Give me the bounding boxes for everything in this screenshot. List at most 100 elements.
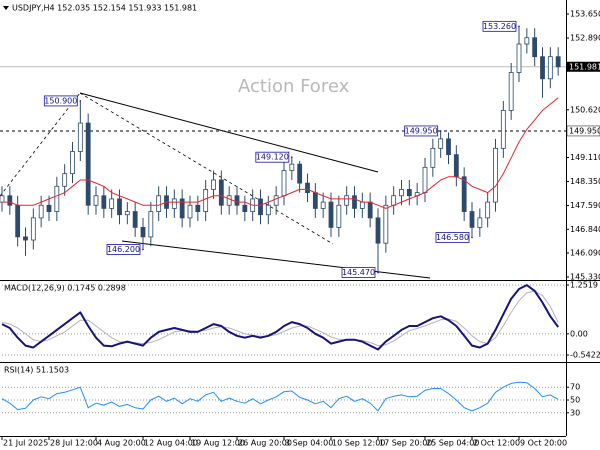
annotation-box	[404, 125, 439, 137]
candle-body	[524, 37, 530, 45]
candle-body	[273, 195, 279, 206]
candle-body	[148, 211, 154, 238]
macd-title: MACD(12,26,9) 0.1745 0.2898	[4, 284, 126, 293]
annotation-label: 149.950	[405, 126, 438, 135]
x-tick-label: 10 Sep 12:00	[332, 439, 385, 448]
candle-body	[508, 72, 514, 111]
level-label: 149.950	[569, 126, 600, 135]
candle-body	[101, 195, 107, 209]
candle-body	[532, 37, 538, 58]
candle-body	[30, 217, 36, 241]
y-tick-label: 1.2519	[570, 281, 598, 290]
y-tick-label: 152.890	[570, 34, 600, 43]
annotation-point	[291, 156, 293, 158]
annotation-label: 150.900	[44, 96, 77, 105]
x-tick-label: 2 Oct 12:00	[473, 439, 520, 448]
annotation-box	[435, 232, 470, 243]
candle-body	[140, 226, 146, 238]
candle-body	[391, 195, 397, 206]
candle-body	[555, 56, 561, 68]
annotation-box	[341, 267, 376, 278]
y-tick-label: 145.330	[570, 273, 600, 282]
candle-body	[375, 217, 381, 244]
candle-body	[485, 201, 491, 219]
candle-body	[477, 217, 483, 228]
candle-body	[328, 201, 334, 228]
candle-body	[132, 211, 138, 228]
candle-body	[281, 170, 287, 197]
candle-body	[461, 176, 467, 212]
menu-triangle	[3, 6, 9, 10]
candle-body	[383, 204, 389, 244]
x-tick-label: 9 Oct 20:00	[520, 439, 567, 448]
candle-body	[446, 138, 451, 156]
y-tick-label: 148.350	[570, 177, 600, 186]
annotation-point	[142, 248, 144, 251]
candle-body	[54, 185, 60, 212]
candle-body	[195, 204, 201, 212]
level-box	[566, 125, 600, 137]
candle-body	[336, 204, 342, 228]
annotation-point	[518, 25, 520, 28]
candle-body	[124, 211, 130, 216]
candle-body	[77, 122, 83, 152]
y-tick-label: -0.5422	[570, 351, 600, 360]
y-tick-label: 146.090	[570, 248, 600, 257]
candle-body	[156, 195, 162, 212]
candle-body	[179, 198, 185, 219]
y-tick-label: 0.00	[570, 329, 588, 338]
candle-body	[547, 56, 553, 80]
x-tick-label: 17 Sep 20:00	[379, 439, 432, 448]
candle-body	[211, 179, 216, 190]
trend-line	[121, 240, 431, 279]
y-tick-label: 153.650	[570, 10, 600, 19]
annotation-label: 153.260	[483, 22, 516, 31]
candle-body	[7, 195, 13, 206]
candle-body	[85, 122, 91, 206]
annotation-label: 146.200	[107, 245, 140, 254]
candle-body	[430, 147, 436, 168]
annotation-label: 149.120	[256, 153, 289, 162]
candle-body	[469, 211, 475, 228]
rsi-title: RSI(14) 51.1503	[4, 366, 69, 375]
candle-body	[226, 195, 232, 206]
candle-body	[46, 204, 52, 212]
y-tick-label: 147.590	[570, 201, 600, 210]
candle-body	[320, 201, 326, 209]
candle-body	[38, 204, 44, 219]
candle-body	[399, 189, 404, 197]
candle-body	[109, 198, 115, 209]
y-tick-label: 50	[570, 396, 580, 405]
annotation-box	[106, 244, 141, 255]
x-tick-label: 3 Sep 04:00	[285, 439, 333, 448]
candle-body	[203, 189, 209, 212]
candle-body	[367, 201, 373, 219]
candle-body	[422, 166, 428, 193]
annotation-point	[79, 100, 82, 102]
chart-title: USDJPY,H4 152.035 152.154 151.933 151.98…	[12, 4, 197, 13]
candle-body	[289, 163, 295, 171]
last-price-box	[567, 61, 600, 72]
candle-body	[312, 192, 318, 209]
watermark: Action Forex	[238, 76, 350, 97]
x-tick-label: 26 Aug 20:00	[238, 439, 292, 448]
candle-body	[540, 56, 545, 80]
trend-line	[79, 92, 334, 245]
x-tick-label: 21 Jul 2025	[3, 439, 48, 448]
annotation-box	[43, 95, 78, 107]
candle-body	[242, 204, 248, 212]
indicator-line	[1, 381, 559, 412]
last-price-label: 151.981	[569, 62, 600, 71]
annotation-point	[377, 271, 379, 274]
candle-body	[265, 204, 271, 216]
x-tick-label: 4 Aug 20:00	[97, 439, 146, 448]
candle-body	[406, 189, 412, 197]
annotation-point	[471, 236, 473, 239]
candle-body	[218, 179, 224, 206]
candle-body	[93, 195, 99, 206]
x-tick-label: 12 Aug 04:00	[144, 439, 198, 448]
candle-body	[117, 198, 122, 216]
candle-body	[453, 154, 459, 178]
candle-body	[305, 182, 310, 193]
